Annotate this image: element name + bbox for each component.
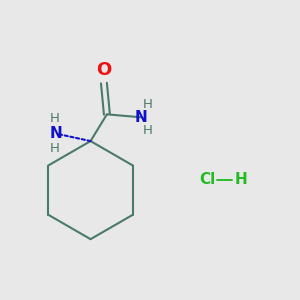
Text: N: N [135, 110, 148, 125]
Text: H: H [143, 124, 153, 137]
Text: H: H [235, 172, 248, 187]
Text: H: H [50, 112, 60, 125]
Text: Cl: Cl [199, 172, 215, 187]
Text: N: N [50, 126, 63, 141]
Text: H: H [50, 142, 60, 155]
Text: O: O [96, 61, 112, 79]
Text: H: H [143, 98, 153, 111]
